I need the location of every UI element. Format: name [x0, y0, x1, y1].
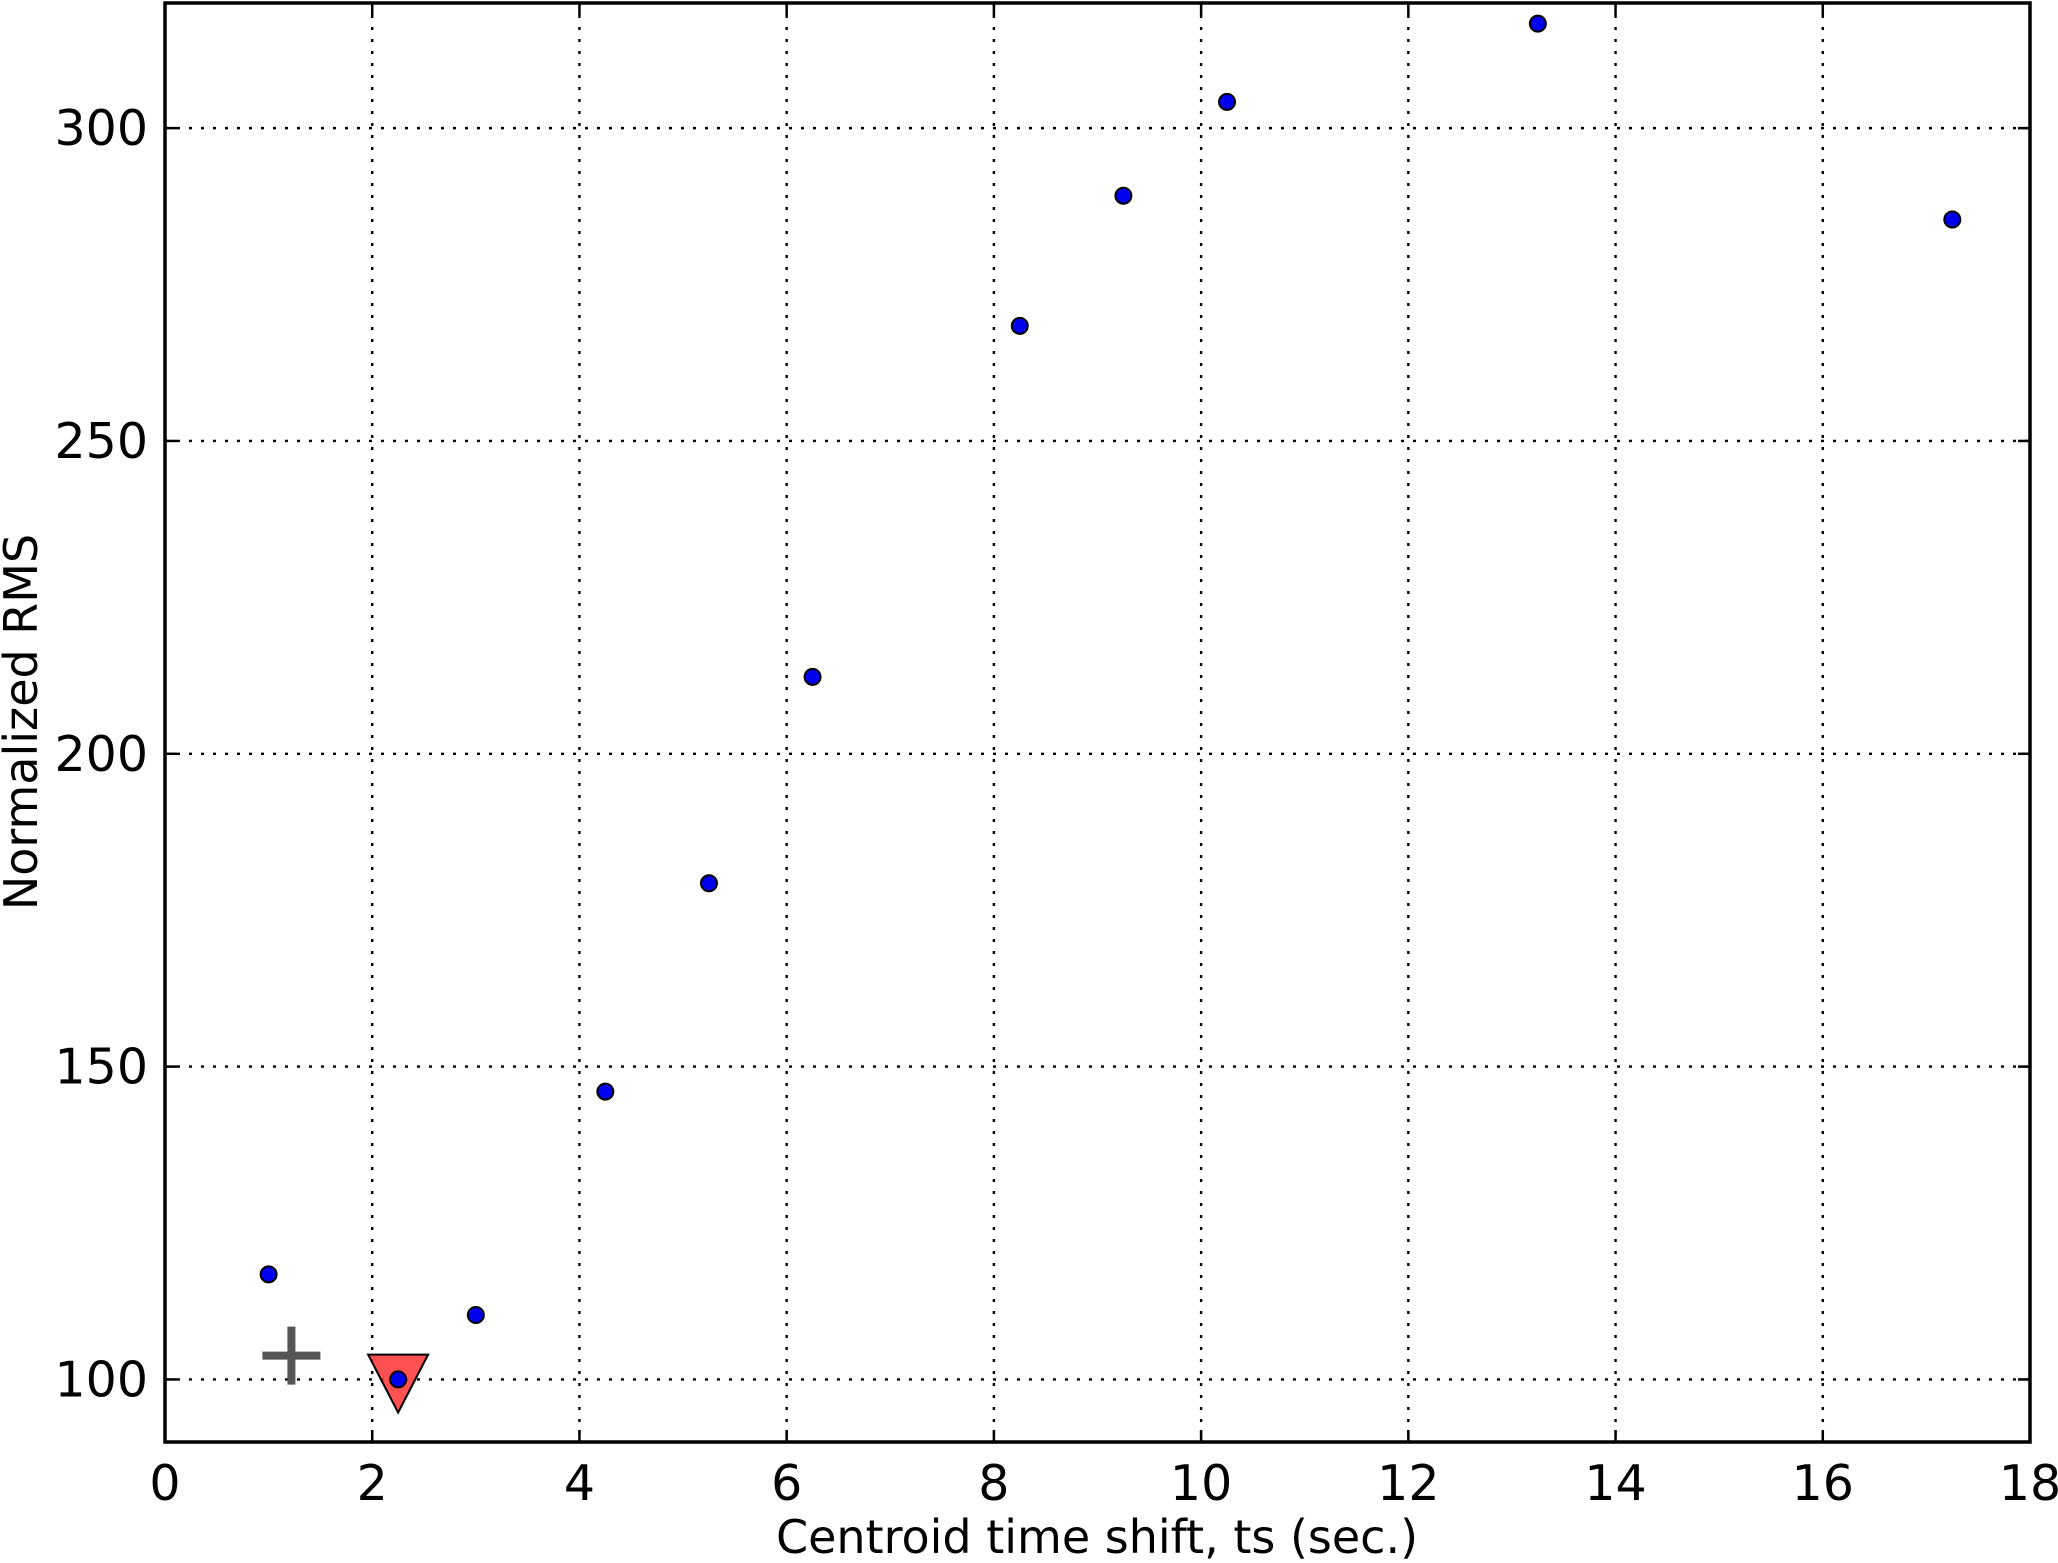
plus-marker: [262, 1326, 321, 1385]
x-tick-label: 12: [1377, 1455, 1439, 1512]
data-point: [259, 1265, 278, 1284]
data-point: [1943, 210, 1962, 229]
data-point: [1114, 186, 1133, 205]
data-point: [699, 874, 718, 893]
y-tick-label: 200: [54, 726, 148, 783]
axis-ticks: [163, 3, 2032, 1442]
y-axis-title: Normalized RMS: [0, 534, 48, 910]
x-axis-title: Centroid time shift, ts (sec.): [776, 1510, 1418, 1563]
x-tick-label: 18: [1999, 1455, 2058, 1512]
data-point: [389, 1370, 408, 1389]
grid-lines: [165, 3, 2030, 1442]
data-point: [596, 1082, 615, 1101]
plot-frame: [163, 1, 2032, 1444]
data-point: [466, 1305, 485, 1324]
x-tick-label: 0: [149, 1455, 180, 1512]
x-tick-label: 16: [1792, 1455, 1854, 1512]
x-tick-label: 10: [1170, 1455, 1232, 1512]
x-tick-label: 8: [978, 1455, 1009, 1512]
data-point: [1010, 316, 1029, 335]
data-point: [803, 667, 822, 686]
y-tick-label: 150: [54, 1039, 148, 1096]
y-tick-label: 100: [54, 1351, 148, 1408]
x-axis-tick-labels: 0 2 4 6 8 10 12 14 16 18: [149, 1455, 2058, 1512]
y-tick-label: 300: [54, 100, 148, 157]
data-marks: [259, 14, 1962, 1415]
x-tick-label: 6: [771, 1455, 802, 1512]
data-point: [1528, 14, 1547, 33]
y-axis-tick-labels: 100 150 200 250 300: [54, 100, 148, 1408]
x-tick-label: 4: [564, 1455, 595, 1512]
data-point: [1218, 92, 1237, 111]
y-tick-label: 250: [54, 413, 148, 470]
x-tick-label: 14: [1584, 1455, 1646, 1512]
x-tick-label: 2: [357, 1455, 388, 1512]
